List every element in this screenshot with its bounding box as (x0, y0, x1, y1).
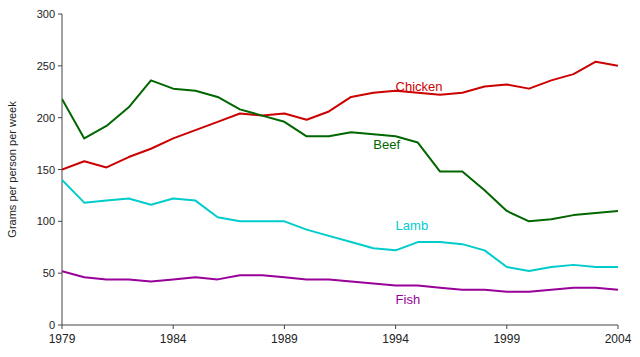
x-tick-label: 2004 (605, 332, 632, 346)
annotation: Chicken (396, 79, 443, 94)
annotation: Lamb (396, 218, 429, 233)
y-axis-label: Grams per person per week (6, 101, 18, 238)
y-tick (58, 65, 62, 66)
line (62, 271, 618, 292)
line (62, 80, 618, 221)
x-tick (62, 325, 63, 329)
x-tick-label: 1989 (271, 332, 298, 346)
x-tick-label: 1979 (49, 332, 76, 346)
y-tick-label: 50 (43, 267, 55, 279)
y-tick (58, 273, 62, 274)
y-tick-label: 300 (37, 8, 55, 20)
y-tick-label: 150 (37, 164, 55, 176)
y-tick (58, 169, 62, 170)
x-tick (618, 325, 619, 329)
annotation: Fish (396, 292, 421, 307)
plot-area (62, 62, 618, 292)
y-tick-label: 200 (37, 112, 55, 124)
y-tick-label: 0 (49, 319, 55, 331)
y-tick (58, 117, 62, 118)
y-tick (58, 221, 62, 222)
y-tick (58, 14, 62, 15)
chart: 0 50 100 150 200 250 300 1979 1984 1989 1994 1999 20… (0, 0, 640, 357)
x-tick-label: 1984 (160, 332, 187, 346)
x-tick (506, 325, 507, 329)
x-axis-line (62, 325, 618, 326)
line (62, 62, 618, 170)
line (62, 180, 618, 271)
x-tick (173, 325, 174, 329)
x-tick (395, 325, 396, 329)
x-tick (284, 325, 285, 329)
y-tick-label: 250 (37, 60, 55, 72)
y-tick-label: 100 (37, 215, 55, 227)
annotation: Beef (373, 137, 400, 152)
y-tick (58, 325, 62, 326)
x-tick-label: 1994 (382, 332, 409, 346)
x-tick-label: 1999 (493, 332, 520, 346)
